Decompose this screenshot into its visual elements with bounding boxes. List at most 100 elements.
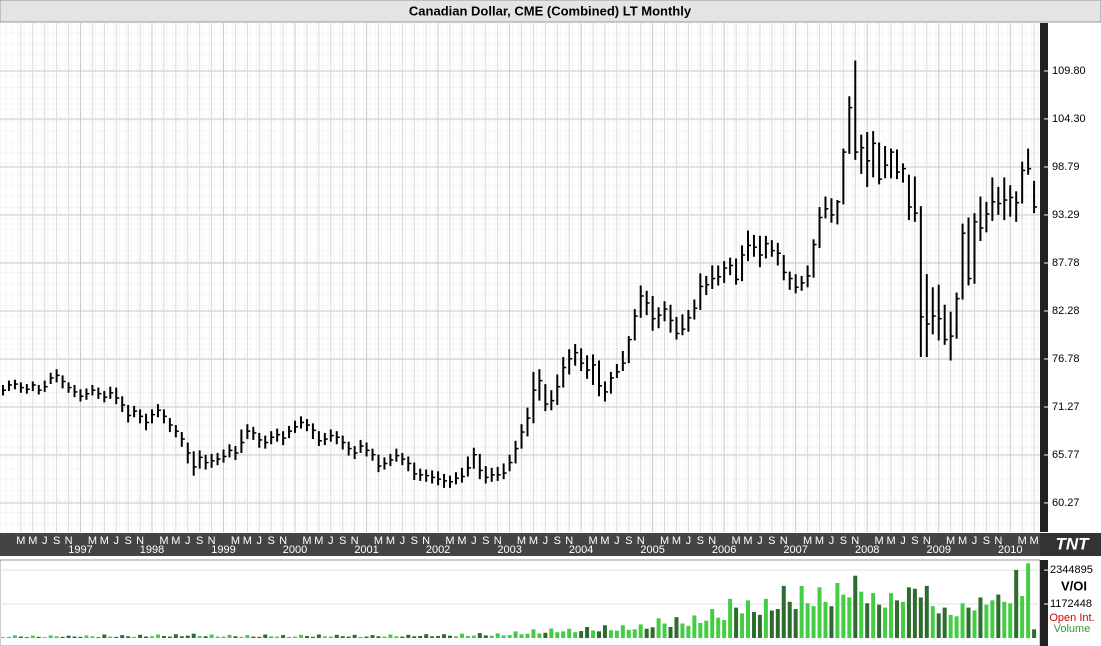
volume-bar: [483, 635, 488, 638]
logo-box: [1040, 533, 1101, 556]
volume-bar: [978, 597, 983, 638]
volume-bar: [900, 601, 905, 638]
volume-bar: [692, 615, 697, 638]
volume-bar: [293, 636, 298, 638]
x-month-label: J: [900, 535, 906, 547]
volume-bar: [477, 633, 482, 638]
volume-bar: [382, 636, 387, 638]
volume-bar: [60, 636, 65, 638]
x-year-label: 2004: [569, 544, 593, 556]
x-month-label: M: [588, 535, 597, 547]
volume-bar: [853, 575, 858, 638]
x-month-label: S: [625, 535, 632, 547]
x-month-label: S: [840, 535, 847, 547]
x-month-label: N: [923, 535, 931, 547]
volume-bar: [72, 636, 77, 638]
volume-bar: [751, 611, 756, 638]
volume-bar: [734, 607, 739, 638]
volume-bar: [340, 636, 345, 638]
volume-bar: [614, 630, 619, 638]
volume-bar: [835, 582, 840, 638]
volume-bar: [394, 636, 399, 638]
x-month-label: N: [494, 535, 502, 547]
x-month-label: J: [328, 535, 334, 547]
volume-bar: [412, 636, 417, 638]
volume-bar: [531, 629, 536, 638]
volume-bar: [173, 634, 178, 638]
volume-bar: [698, 622, 703, 638]
volume-bar: [24, 637, 29, 638]
volume-bar: [102, 634, 107, 638]
volume-bar: [167, 636, 172, 638]
volume-bar: [906, 587, 911, 638]
x-month-label: M: [660, 535, 669, 547]
x-year-label: 2010: [998, 544, 1022, 556]
x-month-label: M: [445, 535, 454, 547]
volume-bar: [680, 623, 685, 638]
volume-bar: [436, 635, 441, 638]
volume-bar: [990, 600, 995, 638]
volume-tick-label: 2344895: [1050, 564, 1093, 576]
x-month-label: M: [731, 535, 740, 547]
x-month-label: N: [351, 535, 359, 547]
x-month-label: S: [196, 535, 203, 547]
x-month-label: N: [994, 535, 1002, 547]
x-year-label: 2007: [783, 544, 807, 556]
volume-bar: [871, 593, 876, 638]
volume-bar: [513, 631, 518, 638]
x-month-label: S: [554, 535, 561, 547]
volume-bar: [728, 598, 733, 638]
x-year-label: 2009: [926, 544, 950, 556]
volume-bar: [1008, 603, 1013, 638]
x-month-label: N: [208, 535, 216, 547]
x-year-label: 2002: [426, 544, 450, 556]
volume-bar: [209, 634, 214, 638]
x-year-label: 1999: [211, 544, 235, 556]
volume-bar: [275, 636, 280, 638]
y-tick-label: 93.29: [1052, 209, 1080, 221]
volume-bar: [519, 634, 524, 638]
x-month-label: S: [339, 535, 346, 547]
x-year-label: 2000: [283, 544, 307, 556]
volume-bar: [1002, 601, 1007, 638]
volume-bar: [543, 632, 548, 638]
volume-bar: [352, 634, 357, 638]
volume-bar: [96, 637, 101, 638]
volume-bar: [108, 636, 113, 638]
volume-bar: [150, 636, 154, 638]
volume-bar: [889, 593, 894, 638]
volume-bar: [567, 628, 572, 638]
volume-axis-strip: [1040, 560, 1048, 646]
x-month-label: J: [757, 535, 763, 547]
volume-bar: [322, 636, 327, 638]
volume-bar: [132, 636, 137, 638]
volume-bar: [865, 603, 870, 638]
volume-bar: [239, 636, 244, 638]
volume-bar: [608, 630, 613, 638]
volume-bar: [1, 637, 5, 638]
x-month-label: M: [875, 535, 884, 547]
volume-bar: [841, 594, 846, 638]
volume-bar: [793, 609, 798, 638]
volume-bar: [334, 634, 339, 638]
volume-bar: [829, 606, 834, 638]
x-month-label: J: [471, 535, 477, 547]
volume-bar: [489, 635, 494, 638]
volume-bar: [203, 636, 208, 638]
volume-bar: [948, 614, 953, 638]
x-year-label: 1998: [140, 544, 164, 556]
x-year-label: 2005: [640, 544, 664, 556]
x-month-label: S: [482, 535, 489, 547]
x-month-label: M: [529, 535, 538, 547]
volume-bar: [459, 633, 464, 638]
volume-bar: [769, 610, 774, 638]
volume-bar: [215, 636, 220, 638]
volume-bar: [591, 630, 596, 638]
x-month-label: M: [28, 535, 37, 547]
x-month-label: N: [851, 535, 859, 547]
volume-bar: [746, 600, 750, 638]
volume-bar: [877, 604, 882, 638]
volume-bar: [245, 635, 250, 638]
volume-bar: [406, 634, 411, 638]
